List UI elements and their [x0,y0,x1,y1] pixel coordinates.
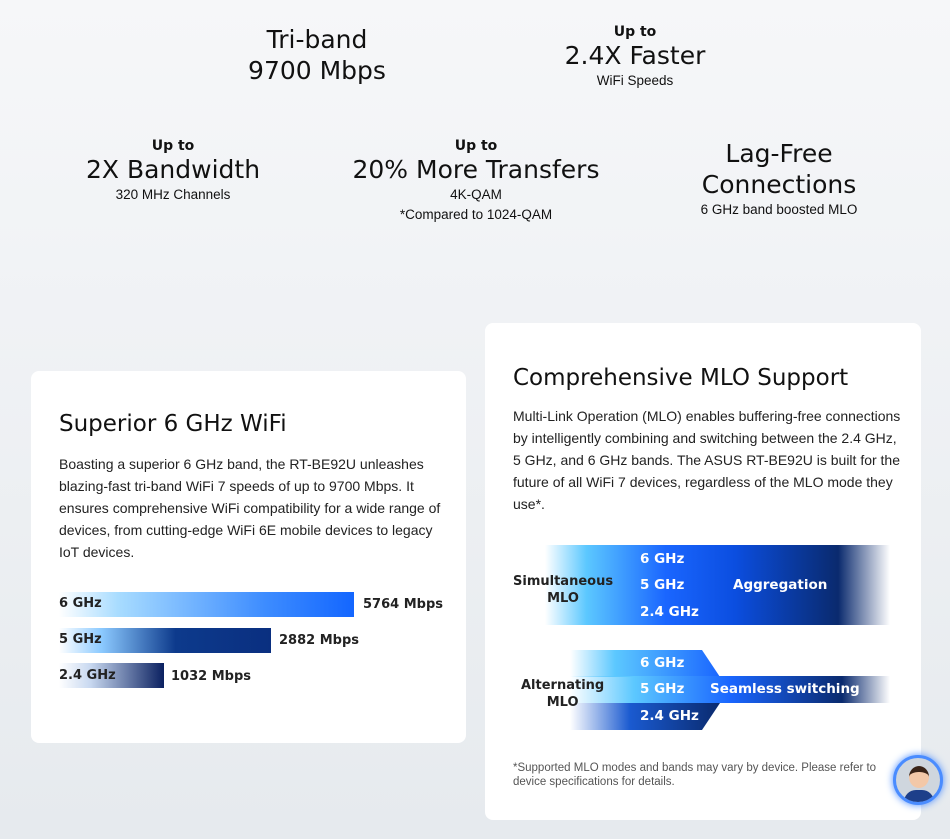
stat-sub: WiFi Speeds [596,73,674,88]
alt-24ghz-band [570,703,720,730]
bar-24ghz [59,663,164,688]
stat-triband: Tri-band 9700 Mbps [248,24,386,86]
band-label: 5 GHz [640,577,685,593]
stat-sub: 320 MHz Channels [115,187,231,202]
bar-label: 6 GHz [59,596,102,611]
stat-footnote: *Compared to 1024-QAM [399,207,553,222]
mlo-label: Alternating MLO [521,678,605,710]
stat-up: Up to [613,24,657,40]
avatar-face-icon [909,766,929,788]
stat-sub: 6 GHz band boosted MLO [700,202,858,217]
avatar-body-icon [904,790,934,802]
band-label: 5 GHz [640,681,685,697]
card-mlo: Comprehensive MLO Support Multi-Link Ope… [485,323,921,820]
mode-label: Seamless switching [710,681,860,697]
card-6ghz: Superior 6 GHz WiFi Boasting a superior … [31,371,466,743]
bar-value: 2882 Mbps [279,633,359,648]
card-body: Boasting a superior 6 GHz band, the RT-B… [59,456,441,560]
bar-5ghz [59,628,271,653]
stat-sub: 4K-QAM [450,187,502,202]
stat-big: 2.4X Faster [564,41,706,70]
band-label: 2.4 GHz [640,708,699,724]
bar-label: 5 GHz [59,632,102,647]
band-label: 2.4 GHz [640,604,699,620]
card-title: Superior 6 GHz WiFi [59,411,287,437]
footnote: *Supported MLO modes and bands may vary … [513,762,877,788]
mode-label: Aggregation [733,577,828,593]
stat-big: 2X Bandwidth [85,155,261,184]
band-label: 6 GHz [640,551,685,567]
stat-faster: Up to 2.4X Faster WiFi Speeds [565,24,706,88]
simultaneous-graphic [545,545,890,625]
band-label: 6 GHz [640,655,685,671]
alt-6ghz-band [570,650,720,677]
bar-6ghz [59,592,354,617]
bar-value: 1032 Mbps [171,669,251,684]
mlo-label: Simultaneous MLO [513,574,614,606]
stat-bandwidth: Up to 2X Bandwidth 320 MHz Channels [86,138,260,202]
stat-big: Lag-Free Connections [701,139,857,199]
stat-lagfree: Lag-Free Connections 6 GHz band boosted … [701,138,858,217]
stat-big: 20% More Transfers [352,155,600,184]
stat-up: Up to [151,138,195,154]
stat-big: Tri-band 9700 Mbps [248,25,386,85]
bar-label: 2.4 GHz [59,668,116,683]
stat-up: Up to [454,138,498,154]
support-chat-avatar-button[interactable] [893,755,943,805]
card-title: Comprehensive MLO Support [513,365,849,391]
bar-value: 5764 Mbps [363,597,443,612]
card-body: Multi-Link Operation (MLO) enables buffe… [513,408,901,512]
stat-transfers: Up to 20% More Transfers 4K-QAM *Compare… [353,138,600,222]
alt-5ghz-band [570,676,890,703]
